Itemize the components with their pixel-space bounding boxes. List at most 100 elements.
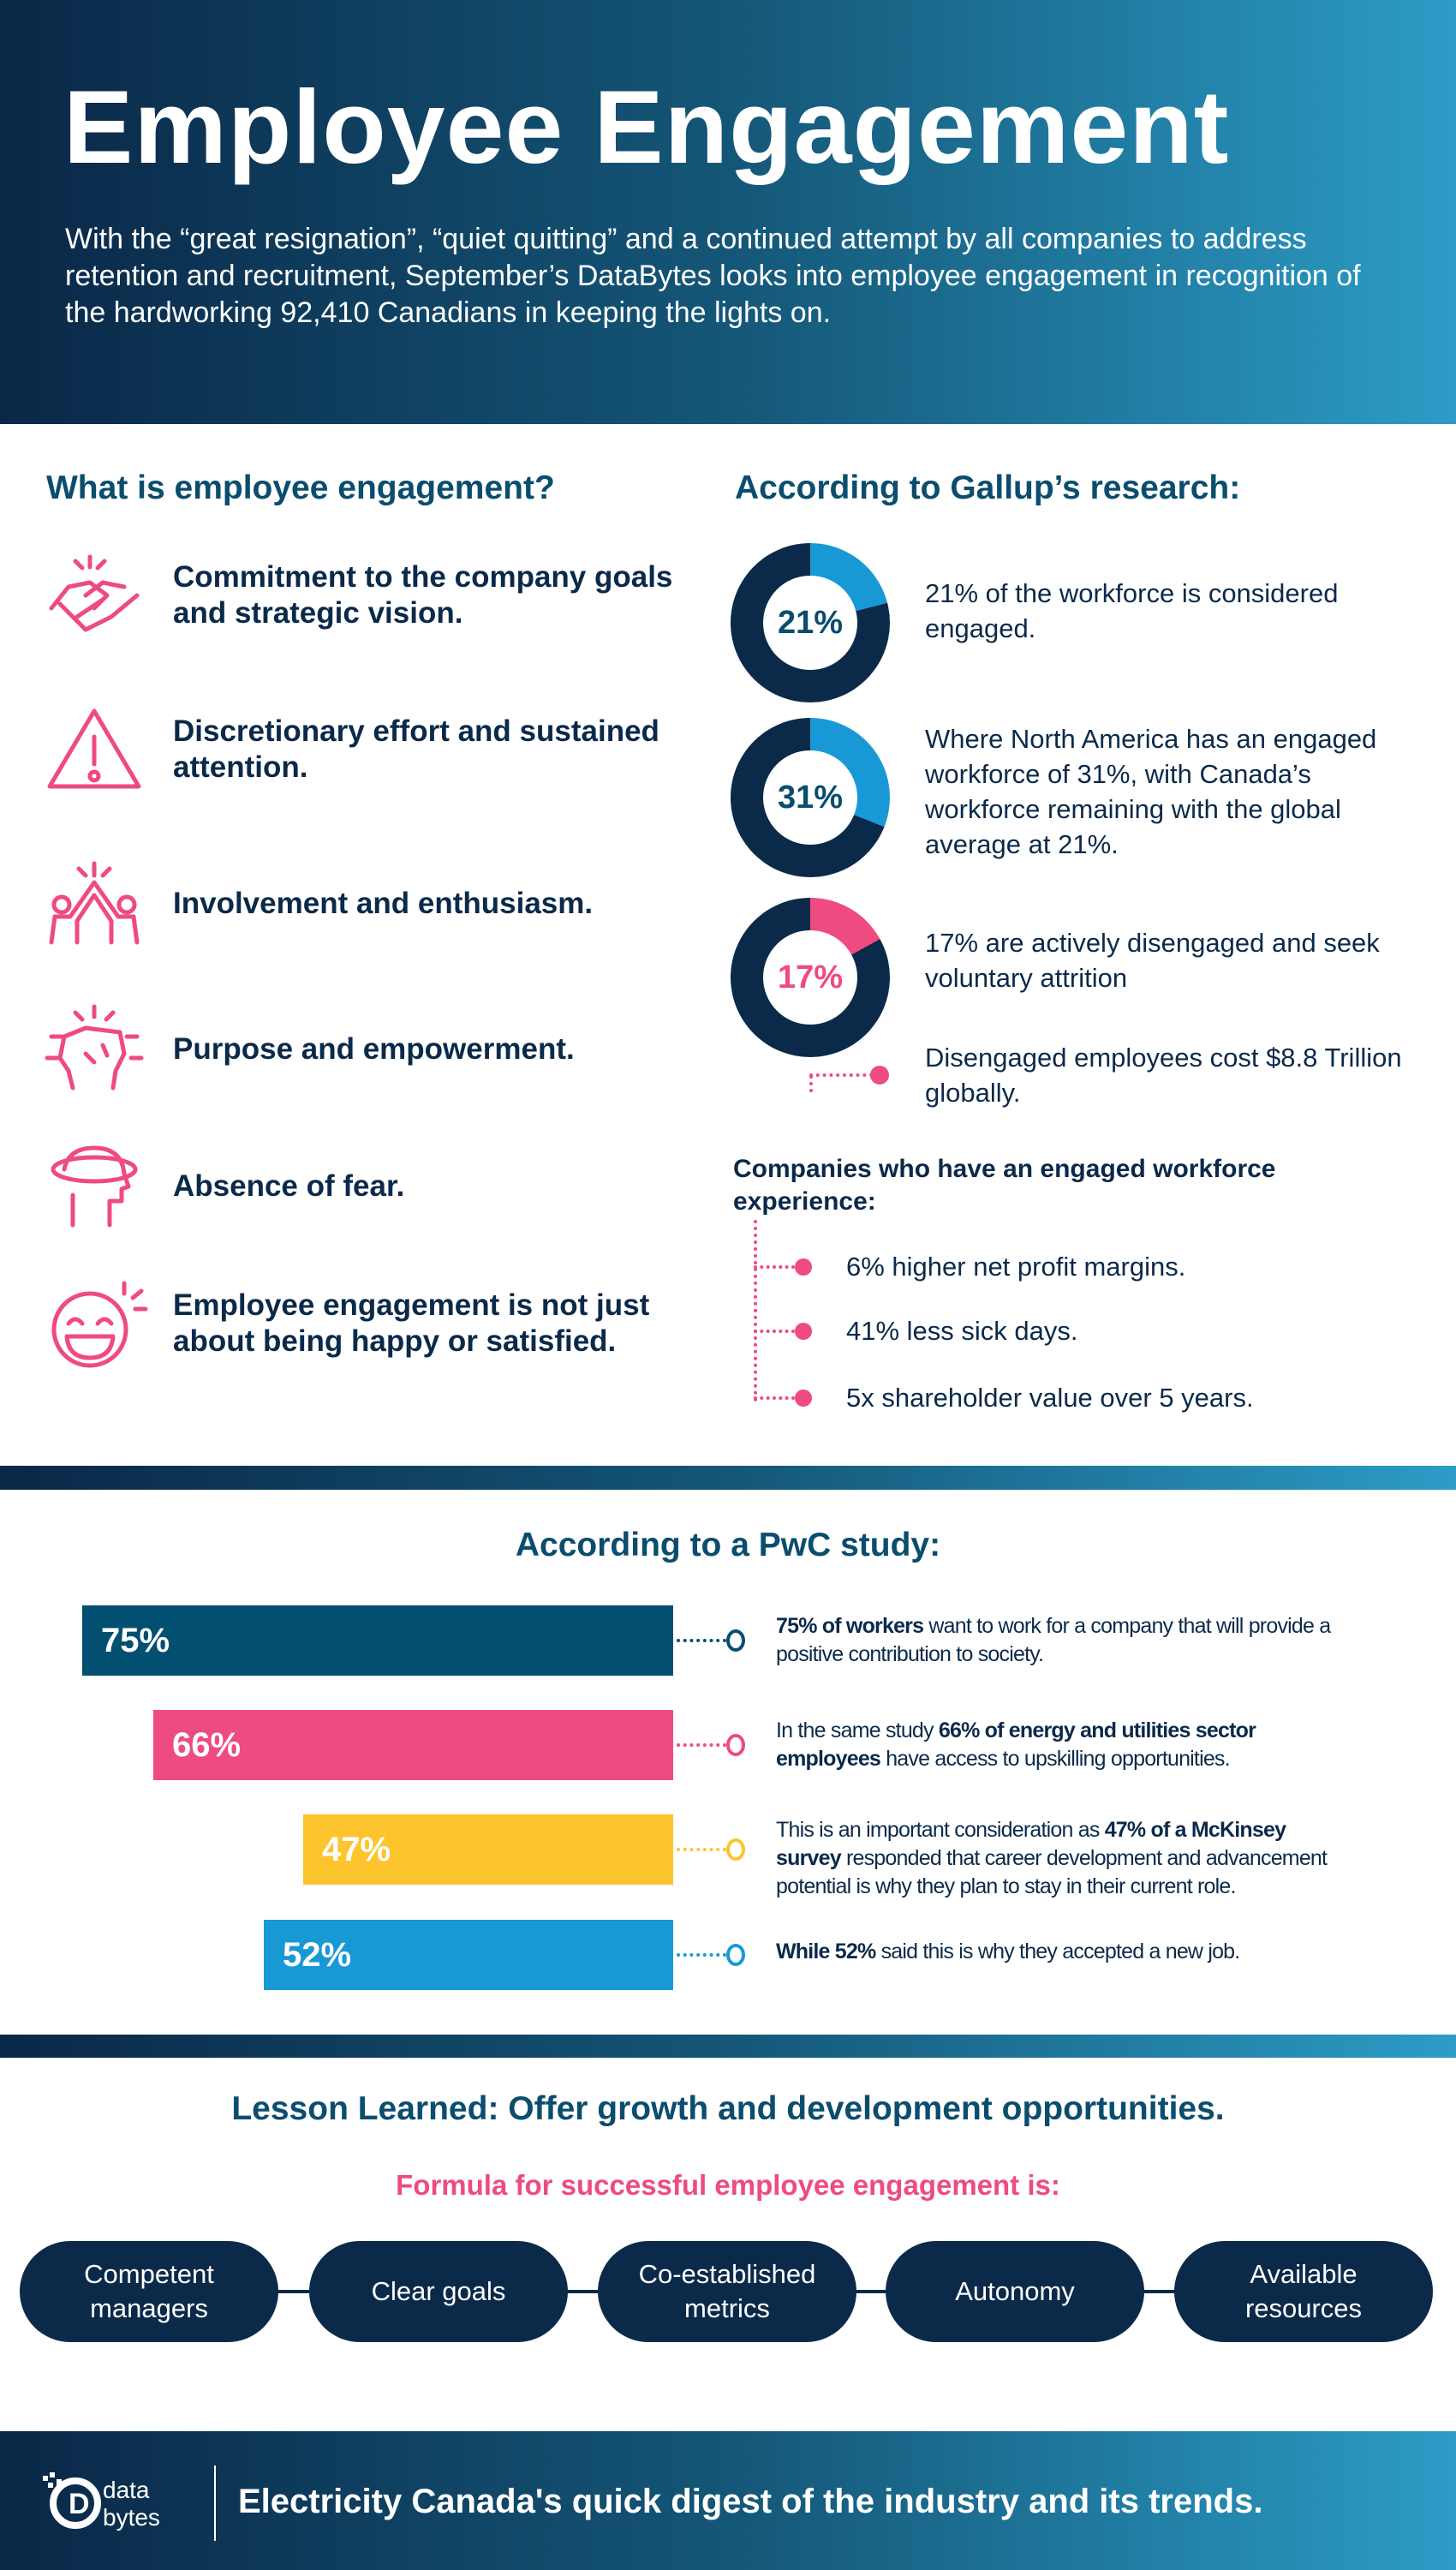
text-part: want to work for a company that will pro…	[776, 1614, 1331, 1666]
text-part: This is an important consideration as	[776, 1818, 1105, 1842]
formula-pill: Clear goals	[309, 2241, 568, 2342]
connector-line	[754, 1396, 795, 1400]
pill-label: Available resources	[1244, 2259, 1363, 2323]
benefit-text: 6% higher net profit margins.	[846, 1252, 1186, 1282]
stat-text: 21% of the workforce is considered engag…	[925, 578, 1339, 643]
text-part: said this is why they accepted a new job…	[875, 1939, 1241, 1963]
circle-marker	[726, 1629, 745, 1652]
circle-marker	[726, 1944, 745, 1966]
donut-chart: 21%	[731, 543, 890, 702]
handshake-icon	[49, 554, 140, 632]
engagement-item-text: Discretionary effort and sustained atten…	[173, 714, 659, 784]
text-part: have access to upskilling opportunities.	[880, 1747, 1230, 1771]
high-five-icon	[49, 861, 140, 945]
engagement-item-text: Involvement and enthusiasm.	[173, 887, 594, 920]
svg-text:D: D	[69, 2488, 90, 2520]
connector	[677, 1920, 745, 1990]
pill-label: Autonomy	[955, 2276, 1075, 2306]
lesson-heading: Lesson Learned: Offer growth and develop…	[231, 2090, 1225, 2127]
text-bold: While 52%	[776, 1939, 876, 1963]
engagement-item: Commitment to the company goals and stra…	[43, 548, 694, 642]
engagement-item: Involvement and enthusiasm.	[43, 857, 694, 951]
engagement-item: Purpose and empowerment.	[43, 1002, 694, 1097]
donut-label: 21%	[763, 576, 857, 670]
engagement-item-text: Purpose and empowerment.	[173, 1032, 575, 1066]
donut-label: 31%	[763, 750, 857, 845]
connector-line	[809, 1075, 813, 1092]
benefit-item: 41% less sick days.	[754, 1316, 1078, 1347]
formula-pill: Competent managers	[20, 2241, 278, 2342]
stat-text: 17% are actively disengaged and seek vol…	[925, 928, 1380, 993]
text-part: In the same study	[776, 1718, 939, 1742]
gallup-heading: According to Gallup’s research:	[735, 469, 1241, 506]
pwc-text: 75% of workers want to work for a compan…	[776, 1612, 1341, 1669]
benefit-item: 5x shareholder value over 5 years.	[754, 1383, 1254, 1414]
benefit-text: 5x shareholder value over 5 years.	[846, 1383, 1254, 1413]
connector-line	[754, 1330, 795, 1333]
stat-text: Where North America has an engaged workf…	[925, 724, 1377, 859]
bar-label: 75%	[101, 1621, 170, 1659]
bullet-dot	[795, 1323, 812, 1340]
pwc-heading: According to a PwC study:	[515, 1527, 941, 1563]
bar-label: 47%	[322, 1830, 391, 1868]
pwc-text: This is an important consideration as 47…	[776, 1816, 1341, 1901]
connector	[677, 1710, 745, 1780]
pwc-bar: 52%	[264, 1920, 673, 1990]
what-heading: What is employee engagement?	[46, 469, 555, 506]
connector-line	[809, 1073, 880, 1077]
pwc-bar: 75%	[82, 1605, 673, 1676]
bar-label: 52%	[283, 1935, 352, 1974]
connector-line	[754, 1220, 757, 1402]
pwc-text: In the same study 66% of energy and util…	[776, 1717, 1341, 1773]
cost-text: Disengaged employees cost $8.8 Trillion …	[925, 1043, 1402, 1108]
circle-marker	[726, 1838, 745, 1861]
head-orbit-icon	[51, 1145, 138, 1228]
pwc-bar: 66%	[153, 1710, 673, 1780]
footer-divider	[214, 2465, 216, 2541]
engagement-item: Employee engagement is not just about be…	[43, 1276, 694, 1371]
svg-text:data: data	[103, 2477, 150, 2503]
intro-text: With the “great resignation”, “quiet qui…	[65, 223, 1361, 329]
pwc-text: While 52% said this is why they accepted…	[776, 1938, 1341, 1966]
page-title: Employee Engagement	[63, 69, 1230, 185]
text-bold: 66% of energy and utilities sector emplo…	[776, 1718, 1256, 1771]
divider-band	[0, 2035, 1456, 2058]
svg-text:bytes: bytes	[103, 2504, 160, 2531]
engagement-item-text: Employee engagement is not just about be…	[173, 1288, 650, 1358]
divider-band	[0, 1466, 1456, 1490]
header-banner	[0, 0, 1456, 424]
benefit-text: 41% less sick days.	[846, 1316, 1078, 1346]
formula-pill: Available resources	[1174, 2241, 1433, 2342]
donut-chart: 17%	[731, 898, 890, 1057]
footer-tagline: Electricity Canada's quick digest of the…	[238, 2483, 1263, 2520]
pill-label: Co-established metrics	[638, 2259, 816, 2323]
raised-fist-icon	[45, 1004, 144, 1091]
circle-marker	[726, 1734, 745, 1756]
formula-pill: Autonomy	[886, 2241, 1144, 2342]
donut-chart: 31%	[731, 718, 890, 877]
benefit-item: 6% higher net profit margins.	[754, 1252, 1185, 1282]
engagement-item: Discretionary effort and sustained atten…	[43, 702, 694, 797]
engagement-item: Absence of fear.	[43, 1139, 694, 1234]
pill-label: Competent managers	[84, 2259, 214, 2323]
connector-line	[754, 1265, 795, 1269]
text-bold: 47% of a McKinsey survey	[776, 1818, 1286, 1870]
engagement-item-text: Commitment to the company goals and stra…	[173, 560, 673, 630]
pill-label: Clear goals	[371, 2276, 506, 2306]
warning-icon	[47, 708, 141, 789]
bullet-dot	[795, 1390, 812, 1407]
bullet-dot	[870, 1066, 889, 1085]
formula-heading: Formula for successful employee engageme…	[396, 2169, 1060, 2201]
text-part: responded that career development and ad…	[776, 1846, 1328, 1898]
smiley-icon	[51, 1281, 148, 1368]
pwc-bar: 47%	[303, 1814, 673, 1885]
companies-heading: Companies who have an engaged workforce …	[733, 1155, 1276, 1216]
donut-label: 17%	[763, 930, 857, 1025]
bar-label: 66%	[172, 1725, 242, 1764]
connector	[677, 1605, 745, 1676]
connector	[677, 1814, 745, 1885]
engagement-item-text: Absence of fear.	[173, 1169, 405, 1203]
text-bold: 75% of workers	[776, 1614, 924, 1638]
